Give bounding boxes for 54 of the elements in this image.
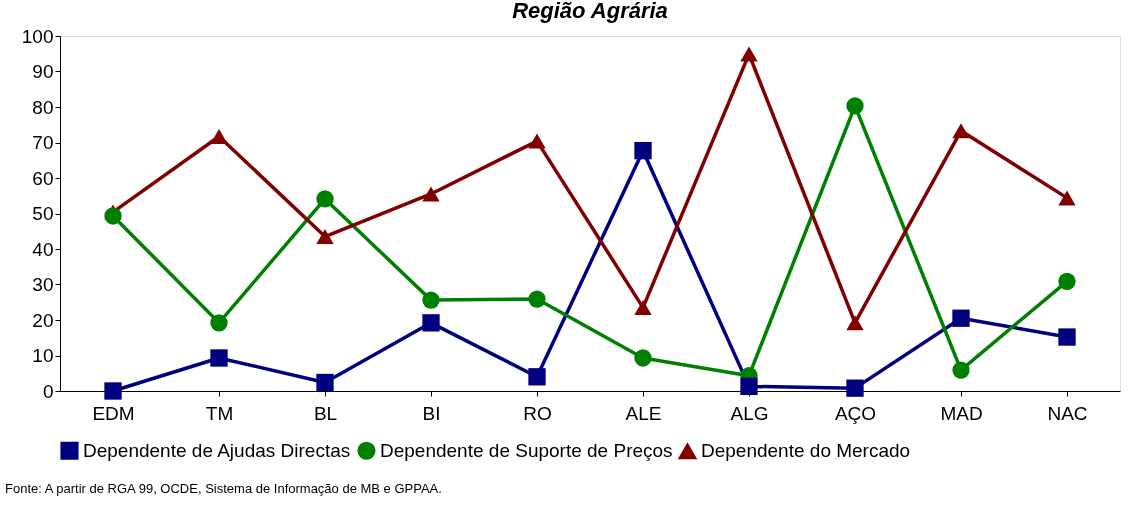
x-tick-label: RO [523,402,552,424]
point [104,382,122,400]
point [740,377,758,396]
point [316,190,334,208]
y-tick-label: 40 [32,238,54,260]
y-tick-label: 20 [32,309,54,331]
point [316,373,334,392]
x-tick-label: BL [313,402,338,424]
x-tick-label: EDM [92,402,135,424]
legend-label: Dependente de Suporte de Preços [380,439,673,461]
point [210,128,228,144]
point [634,349,652,367]
point [528,290,546,308]
point [634,142,652,160]
point [1058,190,1076,206]
point [952,361,970,379]
y-tick-label: 10 [32,345,54,366]
point [634,300,652,316]
y-tick-label: 90 [32,61,54,82]
point [846,315,864,331]
point [422,186,440,202]
point [528,133,546,149]
legend-label: Dependente de Ajudas Directas [83,439,351,461]
x-tick-label: MAD [940,402,983,424]
y-tick-label: 50 [32,203,54,224]
point [210,349,228,367]
y-tick-label: 70 [32,132,54,153]
y-tick-label: 60 [32,167,54,189]
y-tick-label: 80 [32,96,54,118]
point [1058,328,1076,346]
point [316,229,334,245]
point [104,207,122,225]
x-tick-label: ALE [625,402,662,424]
x-tick-label: TM [205,402,234,424]
x-tick-label: ALG [730,402,769,424]
point [952,123,970,139]
chart-title: Região Agrária [512,0,668,23]
legend-label: Dependente do Mercado [701,440,911,462]
y-tick-label: 100 [21,25,54,47]
point [422,291,440,309]
point [740,46,758,62]
y-tick-label: 30 [32,274,54,295]
point [846,97,864,115]
x-tick-label: BI [422,402,441,424]
x-tick-label: AÇO [834,402,877,424]
point [1058,272,1076,290]
y-tick-label: 0 [42,380,54,402]
x-tick-label: NAC [1047,402,1088,424]
point [528,368,546,386]
point [952,309,970,327]
point [210,314,228,332]
point [422,314,440,332]
source-note: Fonte: A partir de RGA 99, OCDE, Sistema de Informação de MB e GPPAA. [5,481,442,496]
point [846,379,864,397]
